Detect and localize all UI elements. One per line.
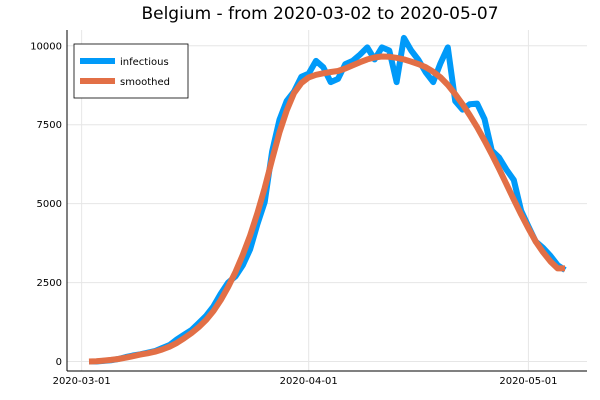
legend: infectious smoothed bbox=[73, 43, 189, 99]
x-tick-label: 2020-04-01 bbox=[280, 376, 338, 387]
y-tick-label: 0 bbox=[56, 357, 62, 368]
axes: 0 2500 5000 7500 10000 2020-03-01 2020-04-01 20… bbox=[30, 30, 587, 387]
legend-label-infectious: infectious bbox=[120, 57, 169, 68]
y-tick-label: 7500 bbox=[37, 120, 62, 131]
y-tick-label: 5000 bbox=[37, 199, 62, 210]
series-line-smoothed bbox=[88, 53, 565, 365]
legend-label-smoothed: smoothed bbox=[120, 77, 170, 88]
x-tick-label: 2020-05-01 bbox=[499, 376, 557, 387]
legend-box bbox=[73, 43, 189, 99]
series-group bbox=[88, 34, 567, 365]
y-tick-label: 10000 bbox=[30, 41, 62, 52]
y-tick-label: 2500 bbox=[37, 278, 62, 289]
x-tick-label: 2020-03-01 bbox=[53, 376, 111, 387]
chart-title: Belgium - from 2020-03-02 to 2020-05-07 bbox=[141, 4, 498, 24]
